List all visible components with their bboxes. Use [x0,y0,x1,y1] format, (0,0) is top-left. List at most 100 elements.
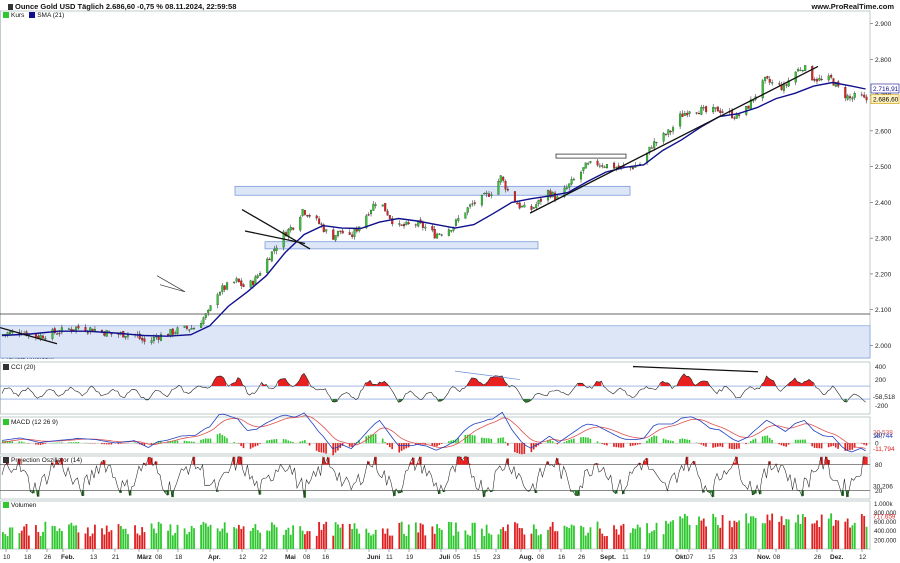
volume-bar [811,523,814,549]
macd-histogram-bar [171,440,174,444]
macd-histogram-bar [68,442,70,444]
macd-histogram-bar [702,443,705,446]
volume-bar [271,522,273,549]
macd-histogram-bar [117,443,120,445]
volume-bar [308,531,311,549]
projection-overbought-fill [466,456,469,465]
candle-up [584,162,587,169]
price-panel-frame [0,10,871,359]
macd-histogram-bar [745,443,747,445]
volume-bar [155,533,158,549]
candle-down [157,336,160,340]
x-tick-label: 19 [406,554,414,561]
candle-down [171,328,174,335]
volume-bar [407,524,410,549]
x-tick-label: 23 [730,554,738,561]
volume-bar [615,529,618,549]
volume-bar [367,532,370,549]
macd-histogram-bar [686,439,688,444]
macd-histogram-bar [497,438,500,444]
projection-panel-frame [0,455,871,500]
macd-histogram-bar [705,443,707,447]
volume-bar [827,518,830,549]
projection-oversold-fill [258,490,262,495]
candle-down [554,192,557,200]
projection-last-label: 30,206 [873,484,893,491]
macd-histogram-bar [103,443,106,445]
x-tick-label: Juni [367,554,381,561]
candle-down [339,230,342,232]
macd-histogram-bar [646,440,648,444]
macd-histogram-bar [834,443,837,448]
volume-bar [287,527,290,549]
macd-histogram-bar [832,443,835,446]
volume-bar [275,527,278,549]
candle-down [242,284,245,287]
candle-down [303,210,306,215]
macd-histogram-bar [780,443,783,446]
volume-bar [551,522,554,549]
candle-down [705,106,708,112]
candle-up [51,329,54,339]
volume-bar [348,523,351,549]
volume-bar [598,528,601,549]
candle-up [334,235,337,241]
volume-bar [832,525,835,549]
macd-signal-line [1,415,866,449]
volume-bar [535,528,538,549]
candle-up [454,219,457,226]
volume-bar [419,523,422,549]
projection-tick-label: 80 [875,462,883,469]
candle-down [237,278,240,283]
volume-bar [23,526,26,549]
volume-bar [473,522,476,549]
candle-up [204,313,207,318]
volume-bar [483,536,486,549]
macd-histogram-bar [6,441,9,444]
cci-line [1,372,866,403]
x-tick-label: 26 [578,554,586,561]
macd-histogram-bar [556,443,559,445]
candle-up [598,165,601,167]
volume-bar [816,520,818,549]
candle-up [579,171,583,180]
candle-down [863,94,866,98]
volume-bar [778,521,781,549]
candle-up [169,329,172,337]
macd-histogram-bar [617,443,620,448]
volume-bar [834,519,837,549]
candle-up [457,218,460,221]
candle-up [834,82,837,87]
flag-lower-line [244,230,306,245]
macd-histogram-bar [613,443,615,447]
candle-down [733,117,736,119]
volume-bar [603,536,606,549]
candle-down [815,79,819,82]
candle-down [384,203,387,212]
volume-tick-label: 200.000 [874,537,897,544]
volume-bar [381,528,384,549]
volume-bar [266,530,269,549]
candle-down [778,83,781,85]
volume-bar [584,535,587,549]
projection-overbought-fill [416,463,420,465]
x-tick-label: 12 [239,554,247,561]
cci-oversold-fill [438,399,444,402]
x-tick-label: 11 [622,554,629,561]
candle-up [259,273,262,276]
candle-up [273,249,276,252]
candle-down [431,226,434,231]
macd-histogram-bar [681,438,684,444]
candle-up [226,282,229,290]
macd-histogram-bar [400,443,403,451]
macd-histogram-bar [596,441,599,444]
candle-up [440,234,443,236]
volume-bar [237,524,240,549]
macd-histogram-bar [320,443,323,453]
cci-tick-label: 400 [875,364,886,371]
volume-bar [537,535,540,549]
cci-panel-frame [0,361,871,415]
volume-bar [252,527,254,549]
volume-bar [233,527,236,549]
macd-histogram-bar [370,434,372,444]
